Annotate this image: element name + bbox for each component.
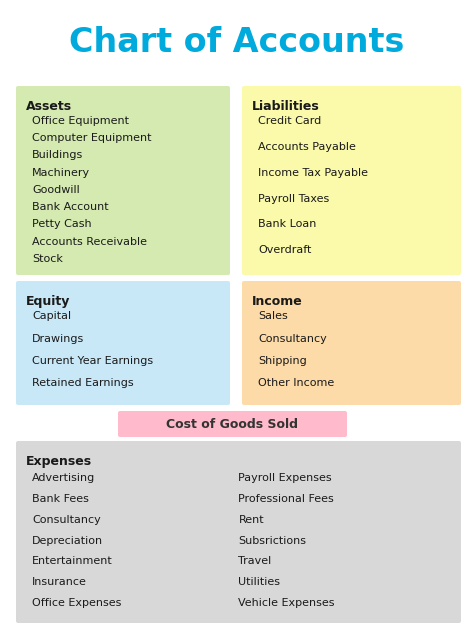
Text: Bank Loan: Bank Loan xyxy=(258,219,316,229)
Text: Travel: Travel xyxy=(238,556,272,566)
Text: Computer Equipment: Computer Equipment xyxy=(32,133,152,143)
FancyBboxPatch shape xyxy=(16,86,230,275)
Text: Expenses: Expenses xyxy=(26,455,92,468)
Text: Rent: Rent xyxy=(238,514,264,525)
Text: Liabilities: Liabilities xyxy=(252,100,320,113)
Text: Shipping: Shipping xyxy=(258,356,307,366)
Text: Utilities: Utilities xyxy=(238,577,281,587)
Text: Goodwill: Goodwill xyxy=(32,185,80,195)
Text: Other Income: Other Income xyxy=(258,379,334,389)
Text: Insurance: Insurance xyxy=(32,577,87,587)
Text: Office Equipment: Office Equipment xyxy=(32,116,129,126)
Text: Sales: Sales xyxy=(258,311,288,321)
Text: Advertising: Advertising xyxy=(32,473,95,483)
Text: Assets: Assets xyxy=(26,100,72,113)
FancyBboxPatch shape xyxy=(118,411,347,437)
Text: Stock: Stock xyxy=(32,254,63,264)
Text: Cost of Goods Sold: Cost of Goods Sold xyxy=(166,418,299,430)
Text: Subsrictions: Subsrictions xyxy=(238,535,307,545)
FancyBboxPatch shape xyxy=(16,281,230,405)
Text: Consultancy: Consultancy xyxy=(258,334,327,344)
Text: Payroll Expenses: Payroll Expenses xyxy=(238,473,332,483)
Text: Drawings: Drawings xyxy=(32,334,84,344)
Text: Office Expenses: Office Expenses xyxy=(32,598,121,608)
Text: Equity: Equity xyxy=(26,295,70,308)
Text: Consultancy: Consultancy xyxy=(32,514,101,525)
FancyBboxPatch shape xyxy=(242,86,461,275)
Text: Capital: Capital xyxy=(32,311,71,321)
Text: Depreciation: Depreciation xyxy=(32,535,103,545)
Text: Bank Fees: Bank Fees xyxy=(32,494,89,504)
Text: Professional Fees: Professional Fees xyxy=(238,494,334,504)
Text: Income: Income xyxy=(252,295,303,308)
Text: Petty Cash: Petty Cash xyxy=(32,219,91,229)
Text: Buildings: Buildings xyxy=(32,150,83,161)
Text: Vehicle Expenses: Vehicle Expenses xyxy=(238,598,335,608)
Text: Accounts Payable: Accounts Payable xyxy=(258,142,356,152)
Text: Machinery: Machinery xyxy=(32,167,90,178)
Text: Accounts Receivable: Accounts Receivable xyxy=(32,236,147,246)
Text: Chart of Accounts: Chart of Accounts xyxy=(69,25,405,59)
Text: Current Year Earnings: Current Year Earnings xyxy=(32,356,153,366)
Text: Credit Card: Credit Card xyxy=(258,116,321,126)
Text: Bank Account: Bank Account xyxy=(32,202,109,212)
Text: Payroll Taxes: Payroll Taxes xyxy=(258,193,329,204)
FancyBboxPatch shape xyxy=(16,441,461,623)
FancyBboxPatch shape xyxy=(242,281,461,405)
Text: Overdraft: Overdraft xyxy=(258,245,311,255)
Text: Income Tax Payable: Income Tax Payable xyxy=(258,167,368,178)
Text: Retained Earnings: Retained Earnings xyxy=(32,379,134,389)
Text: Entertainment: Entertainment xyxy=(32,556,113,566)
